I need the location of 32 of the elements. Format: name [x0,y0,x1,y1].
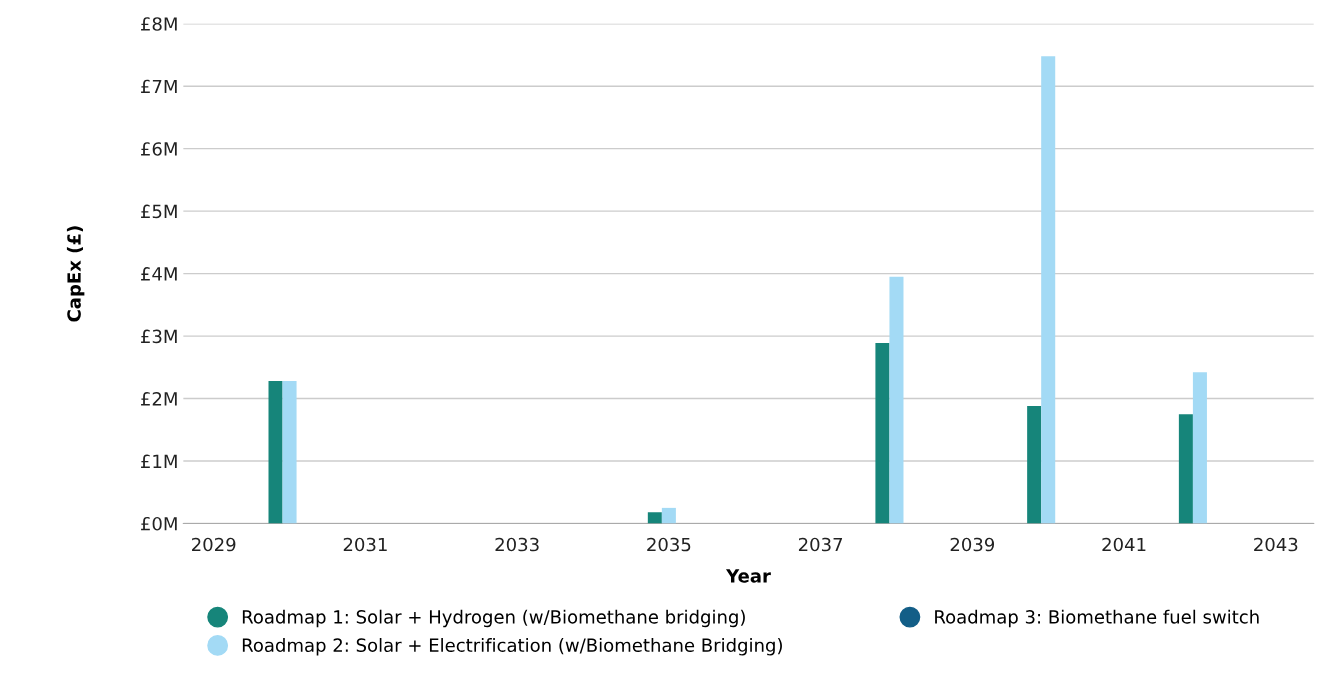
y-tick-label: £6M [141,142,177,156]
y-tick-label: £5M [141,204,177,219]
bar [268,381,283,524]
x-tick-label: 2031 [343,537,387,552]
y-tick-label: £0M [141,516,177,531]
x-tick-label: 2037 [798,537,843,552]
x-tick-label: 2033 [495,537,539,552]
y-tick-label: £8M [141,17,177,31]
x-tick-label: 2039 [950,537,995,552]
bar [875,342,890,524]
x-tick-label: 2035 [647,537,691,552]
legend-label: Roadmap 1: Solar + Hydrogen (w/Biomethane bridging) [242,609,745,628]
bar [661,507,676,524]
x-axis-title: Year [725,569,771,583]
y-tick-label: £4M [141,267,177,281]
bar [1192,372,1207,524]
y-axis-title: CapEx (£) [66,226,85,322]
y-tick-label: £7M [141,79,177,94]
bar [1041,56,1056,524]
y-tick-label: £3M [141,329,177,344]
bar [647,512,662,524]
y-tick-label: £1M [141,454,177,468]
bar [282,381,297,524]
bar [889,276,904,524]
x-tick-label: 2043 [1254,537,1298,552]
x-tick-label: 2041 [1102,537,1146,552]
x-tick-label: 2029 [192,537,236,552]
legend-label: Roadmap 3: Biomethane fuel switch [935,609,1259,628]
bar [1178,414,1193,524]
bar [1027,406,1042,524]
y-tick-label: £2M [141,392,177,406]
legend-label: Roadmap 2: Solar + Electrification (w/Biomethane Bridging) [242,638,782,656]
